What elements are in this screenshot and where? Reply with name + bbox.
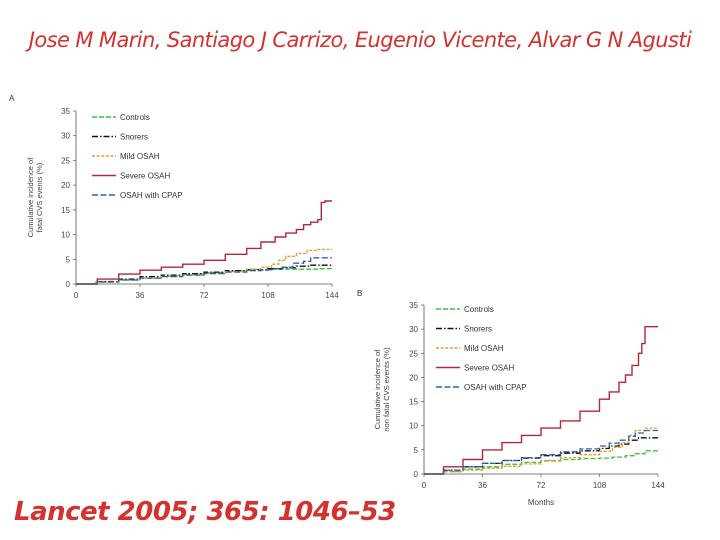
y-axis-label-line: Cumulative incidence of — [26, 157, 35, 238]
y-tick-label: 20 — [61, 181, 70, 190]
series-line-controls — [424, 449, 659, 475]
series-line-snorers — [76, 264, 332, 285]
y-tick-label: 30 — [409, 325, 418, 334]
x-tick-label: 36 — [478, 481, 487, 490]
legend-label-mild: Mild OSAH — [464, 344, 504, 353]
y-tick-label: 25 — [61, 156, 70, 165]
y-axis-label-line: non fatal CVS events (%) — [382, 347, 391, 432]
y-tick-label: 15 — [409, 398, 418, 407]
series-line-cpap — [424, 429, 658, 475]
series-line-severe — [424, 326, 658, 475]
y-tick-label: 5 — [66, 255, 71, 264]
y-tick-label: 0 — [414, 470, 419, 479]
x-tick-label: 0 — [74, 291, 79, 300]
x-tick-label: 0 — [422, 481, 427, 490]
legend-label-severe: Severe OSAH — [464, 364, 514, 373]
x-tick-label: 144 — [651, 481, 665, 490]
x-tick-label: 108 — [261, 291, 275, 300]
y-axis-label-line: fatal CVS events (%) — [35, 162, 44, 232]
series-line-severe — [76, 200, 332, 285]
series-line-controls — [76, 268, 332, 285]
x-tick-label: 36 — [136, 291, 145, 300]
legend-label-snorers: Snorers — [464, 325, 492, 334]
chart-panel-a: A 0 5 10 15 20 25 30 35 0 36 72 108 144 Cumulative inc… — [9, 94, 339, 300]
legend-label-mild: Mild OSAH — [120, 152, 160, 161]
legend-label-controls: Controls — [120, 113, 150, 122]
legend-label-snorers: Snorers — [120, 133, 148, 142]
legend-label-cpap: OSAH with CPAP — [464, 383, 527, 392]
y-tick-label: 10 — [61, 231, 70, 240]
y-tick-label: 25 — [409, 349, 418, 358]
slide-citation: Lancet 2005; 365: 1046–53 — [14, 497, 396, 527]
y-axis-label-line: Cumulative incidence of — [373, 349, 382, 430]
panel-label: A — [9, 94, 15, 103]
legend-label-cpap: OSAH with CPAP — [120, 191, 183, 200]
y-tick-label: 5 — [414, 446, 419, 455]
y-tick-label: 0 — [66, 280, 71, 289]
series-line-cpap — [76, 257, 332, 285]
slide-authors: Jose M Marin, Santiago J Carrizo, Eugeni… — [28, 28, 692, 52]
legend-label-severe: Severe OSAH — [120, 172, 170, 181]
y-tick-label: 35 — [409, 301, 418, 310]
y-tick-label: 10 — [409, 422, 418, 431]
x-tick-label: 72 — [537, 481, 546, 490]
series-line-mild — [424, 427, 658, 475]
y-tick-label: 35 — [61, 107, 70, 116]
x-tick-label: 108 — [593, 481, 607, 490]
chart-panel-b: B 0 5 10 15 20 25 30 35 0 36 72 108 144 Cumulative inc… — [357, 289, 665, 507]
y-tick-label: 20 — [409, 373, 418, 382]
legend-label-controls: Controls — [464, 305, 494, 314]
y-tick-label: 15 — [61, 206, 70, 215]
x-axis-label: Months — [528, 498, 554, 507]
x-tick-label: 144 — [325, 291, 339, 300]
x-tick-label: 72 — [200, 291, 209, 300]
y-tick-label: 30 — [61, 132, 70, 141]
panel-label: B — [357, 289, 362, 298]
